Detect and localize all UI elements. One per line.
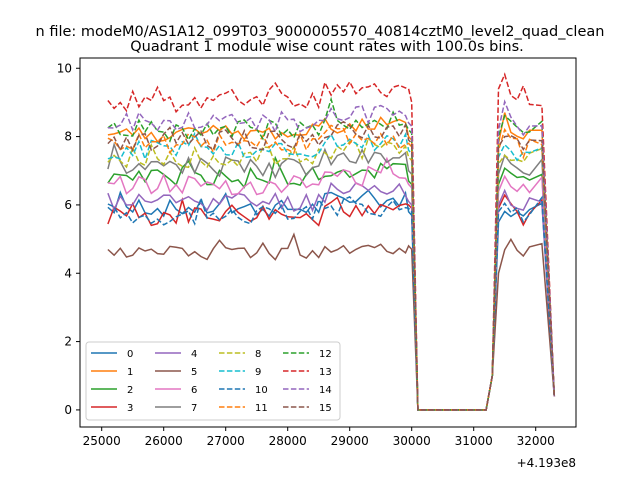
axes-frame	[79, 57, 577, 428]
legend-label-14: 14	[319, 385, 332, 396]
chart-title: Quadrant 1 module wise count rates with …	[130, 39, 524, 55]
y-tick-label: 6	[64, 198, 72, 212]
series-line-9	[107, 131, 556, 411]
legend-label-12: 12	[319, 349, 332, 360]
x-tick-label: 25000	[83, 434, 121, 448]
x-tick-label: 31000	[455, 434, 493, 448]
legend-label-6: 6	[191, 385, 197, 396]
y-tick-label: 10	[57, 61, 72, 75]
plot-lines	[107, 72, 556, 411]
x-tick-label: 32000	[517, 434, 555, 448]
legend-label-7: 7	[191, 403, 197, 414]
legend-label-0: 0	[127, 349, 133, 360]
legend-label-5: 5	[191, 367, 197, 378]
legend-label-2: 2	[127, 385, 133, 396]
y-tick-label: 8	[64, 130, 72, 144]
x-tick-label: 28000	[269, 434, 307, 448]
legend-label-11: 11	[255, 403, 268, 414]
legend-label-13: 13	[319, 367, 332, 378]
figure-suptitle: n file: modeM0/AS1A12_099T03_9000005570_…	[36, 24, 605, 40]
legend-label-8: 8	[255, 349, 261, 360]
legend-label-4: 4	[191, 349, 197, 360]
legend-label-15: 15	[319, 403, 332, 414]
legend-label-1: 1	[127, 367, 133, 378]
series-line-15	[107, 120, 556, 411]
legend-box	[85, 341, 341, 421]
legend-label-10: 10	[255, 385, 268, 396]
y-tick-label: 0	[64, 403, 72, 417]
y-tick-label: 2	[64, 335, 72, 349]
y-axis: 0 2 4 6 8 10	[57, 61, 80, 417]
x-tick-label: 29000	[331, 434, 369, 448]
x-tick-label: 27000	[207, 434, 245, 448]
y-tick-label: 4	[64, 266, 72, 280]
x-tick-label: 26000	[145, 434, 183, 448]
legend-label-9: 9	[255, 367, 261, 378]
x-tick-label: 30000	[393, 434, 431, 448]
x-offset-label: +4.193e8	[517, 456, 576, 470]
legend-label-3: 3	[127, 403, 133, 414]
x-axis: 25000 26000 27000 28000 29000 30000 31000 32000	[83, 427, 555, 448]
